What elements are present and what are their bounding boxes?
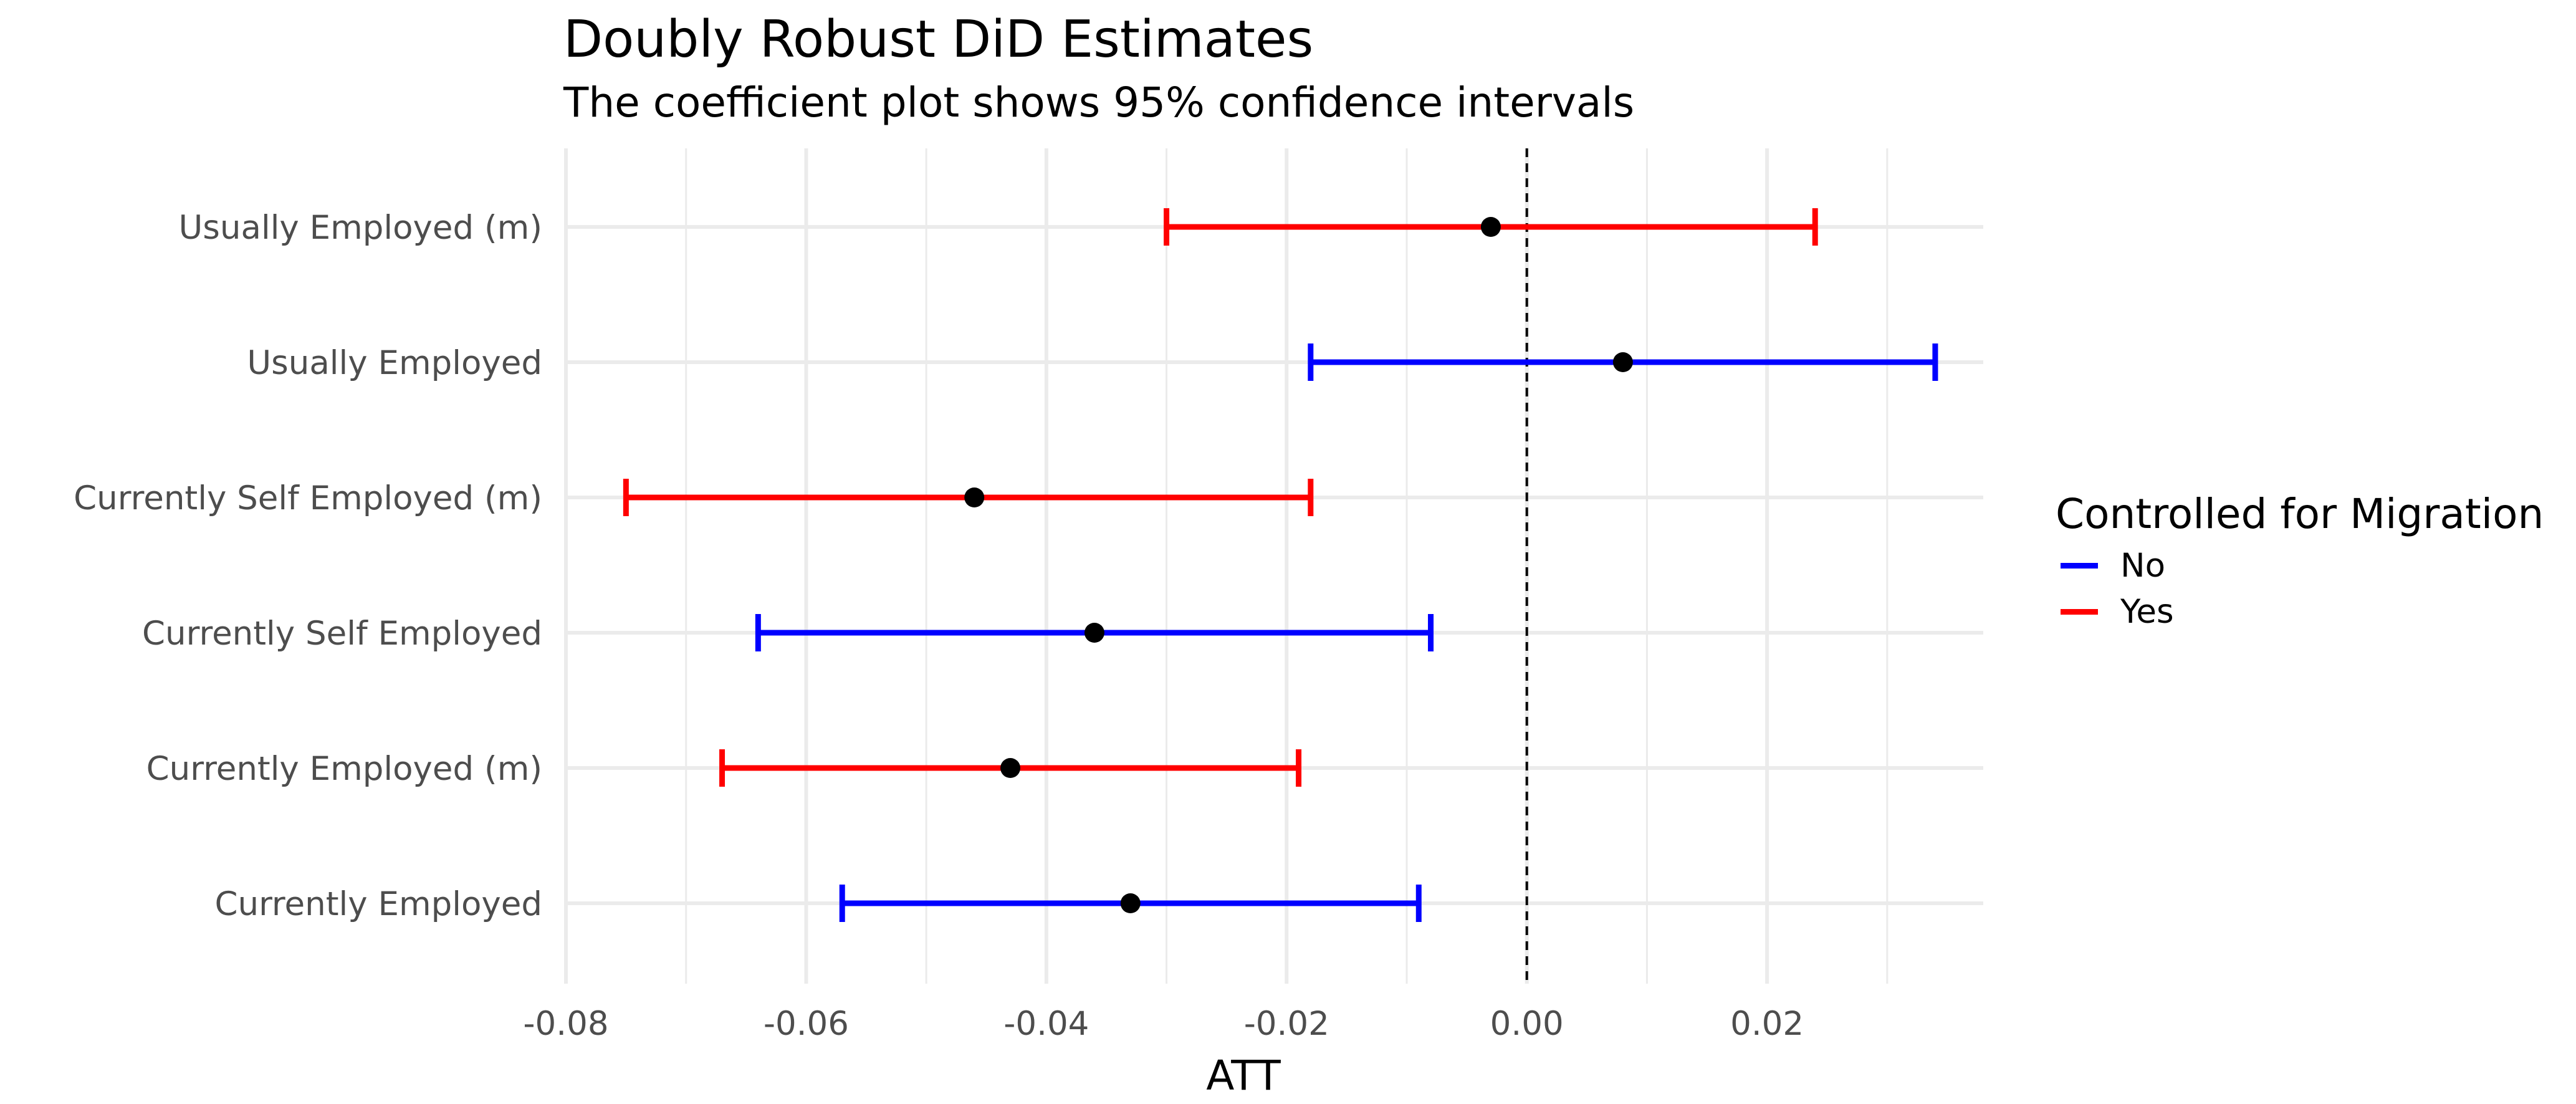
x-tick-labels: -0.08 -0.06 -0.04 -0.02 0.00 0.02	[523, 1005, 1804, 1043]
legend-label-no: No	[2120, 546, 2166, 585]
minor-gridlines	[685, 148, 1889, 984]
y-tick-label: Usually Employed	[247, 344, 542, 382]
estimate-point	[1120, 893, 1141, 913]
y-tick-label: Currently Employed	[214, 885, 542, 923]
x-tick-label: 0.00	[1490, 1005, 1564, 1043]
estimate-point	[1000, 758, 1021, 778]
y-tick-label: Usually Employed (m)	[179, 209, 543, 247]
x-tick-label: -0.02	[1244, 1005, 1329, 1043]
x-tick-label: 0.02	[1730, 1005, 1804, 1043]
estimate-point	[1084, 623, 1104, 643]
legend-label-yes: Yes	[2120, 592, 2174, 631]
x-axis-title: ATT	[1206, 1052, 1281, 1100]
estimate-point	[1480, 217, 1501, 237]
y-tick-label: Currently Employed (m)	[146, 750, 542, 788]
legend: Controlled for Migration No Yes	[2056, 486, 2544, 635]
y-tick-label: Currently Self Employed	[142, 615, 542, 653]
x-tick-label: -0.06	[764, 1005, 849, 1043]
legend-entry-no: No	[2056, 542, 2544, 588]
estimate-point	[964, 487, 985, 507]
y-tick-label: Currently Self Employed (m)	[74, 479, 542, 517]
estimate-point	[1612, 352, 1633, 372]
points	[964, 217, 1633, 913]
chart-title: Doubly Robust DiD Estimates	[563, 10, 1314, 69]
errorbars	[623, 208, 1938, 922]
legend-key-no	[2061, 562, 2098, 569]
legend-title: Controlled for Migration	[2056, 490, 2544, 538]
y-tick-labels: Usually Employed (m) Usually Employed Curr…	[74, 209, 542, 923]
x-tick-label: -0.08	[523, 1005, 608, 1043]
chart-subtitle: The coefficient plot shows 95% confidenc…	[563, 79, 1635, 127]
x-tick-label: -0.04	[1003, 1005, 1089, 1043]
major-gridlines	[564, 148, 1983, 984]
legend-entry-yes: Yes	[2056, 588, 2544, 635]
legend-key-yes	[2061, 608, 2098, 615]
